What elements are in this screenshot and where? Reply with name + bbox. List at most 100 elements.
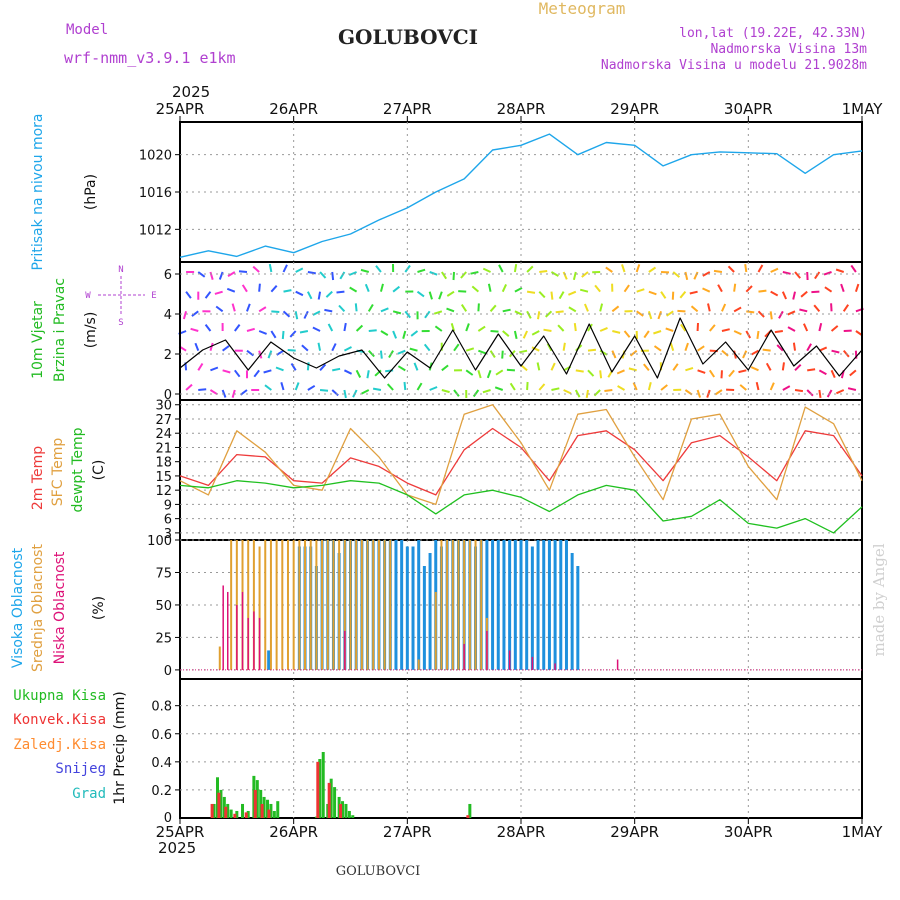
wind-arrow — [647, 311, 653, 320]
wind-arrow — [190, 327, 199, 332]
compass-s: S — [118, 318, 123, 328]
wind-arrow — [423, 343, 431, 352]
wind-arrow — [267, 350, 273, 359]
wind-ytick-label: 6 — [164, 268, 172, 283]
wind-arrow — [587, 323, 593, 332]
wind-arrow — [579, 288, 589, 293]
wind-arrow — [750, 366, 759, 372]
wind-arrow — [721, 349, 729, 357]
wind-arrow — [539, 270, 548, 273]
wind-arrow — [636, 310, 644, 317]
wind-arrow — [847, 387, 857, 391]
wind-arrow — [513, 263, 518, 273]
wind-arrow — [450, 323, 455, 332]
wind-arrow — [757, 310, 765, 318]
wind-arrow — [380, 330, 389, 336]
wind-arrow — [506, 368, 515, 372]
compass-w: W — [85, 291, 91, 301]
wind-arrow — [575, 369, 584, 373]
legend-konvek: Konvek.Kisa — [13, 712, 106, 728]
wind-arrow — [666, 310, 674, 317]
wind-arrow — [531, 346, 540, 352]
wind-arrow — [490, 330, 499, 333]
wind-arrow — [289, 330, 297, 338]
wind-arrow — [562, 342, 566, 351]
temperature-ytick-label: 24 — [155, 427, 172, 442]
wind-arrow — [721, 303, 727, 312]
temperature-ytick-label: 30 — [155, 399, 172, 414]
wind-arrow — [471, 285, 480, 293]
wind-arrow — [452, 271, 456, 281]
wind-arrow — [792, 291, 796, 300]
wind-arrow — [429, 271, 438, 276]
wind-arrow — [782, 385, 791, 391]
wind-arrow — [392, 310, 402, 315]
wind-arrow — [374, 369, 382, 377]
wind-arrow — [744, 263, 748, 273]
wind-arrow — [824, 286, 833, 293]
wind-arrow — [482, 389, 491, 394]
wind-arrow — [204, 291, 212, 299]
wind-arrow — [191, 310, 199, 317]
pressure-ytick-label: 1012 — [139, 223, 172, 238]
wind-arrow — [324, 308, 333, 313]
wind-arrow — [312, 310, 321, 316]
wind-arrow — [246, 349, 255, 357]
wind-arrow — [441, 364, 449, 372]
wind-arrow — [198, 388, 207, 391]
temperature-ytick-label: 3 — [164, 527, 172, 542]
precip-frame — [179, 678, 863, 819]
temperature-ytick-label: 12 — [155, 484, 172, 499]
wind-arrow — [787, 310, 796, 316]
wind-arrow — [458, 290, 467, 293]
wind-arrow — [307, 384, 316, 391]
wind-arrow — [460, 304, 468, 312]
wind-arrow — [758, 289, 767, 293]
wind-arrow — [842, 304, 850, 312]
wind-arrow — [818, 322, 823, 332]
wind-arrow — [776, 344, 784, 352]
wind-arrow — [241, 284, 248, 293]
wind-arrow — [413, 362, 419, 371]
wind-arrow — [460, 271, 467, 279]
wind-arrow — [672, 271, 681, 278]
wind-arrow — [295, 290, 304, 297]
wind-arrow — [343, 322, 347, 332]
wind-arrow — [349, 286, 358, 293]
wind-arrow — [428, 291, 433, 300]
wind-arrow — [794, 389, 804, 393]
wind-arrow — [526, 290, 536, 294]
wind-arrow — [433, 310, 443, 315]
bottom-date-label: 26APR — [269, 823, 318, 841]
wind-arrow — [616, 369, 625, 375]
wind-arrow — [209, 271, 214, 280]
wind-arrow — [558, 291, 565, 300]
temperature-ytick-label: 9 — [164, 498, 172, 513]
wind-arrow — [717, 284, 723, 293]
station-elevation: Nadmorska Visina 13m — [710, 42, 867, 57]
wind-arrow — [185, 291, 192, 299]
top-date-axis: 25APR 26APR 27APR 28APR 29APR 30APR 1MAY — [156, 100, 883, 122]
top-date-label: 28APR — [497, 100, 546, 118]
top-date-label: 29APR — [610, 100, 659, 118]
wind-arrow — [258, 306, 267, 313]
wind-arrow — [850, 264, 857, 273]
wind-arrow — [234, 324, 241, 332]
wind-arrow — [587, 348, 597, 352]
wind-arrow — [568, 290, 577, 296]
wind-arrow — [270, 285, 278, 293]
pressure-panel: 1012 1016 1020 — [139, 121, 863, 263]
wind-arrow — [697, 345, 705, 352]
wind-arrow — [238, 270, 248, 273]
wind-arrow — [751, 349, 759, 356]
wind-ytick-label: 0 — [164, 388, 172, 403]
wind-arrow — [745, 285, 753, 293]
cloud-unit: (%) — [91, 596, 107, 620]
compass-icon: N S W E — [85, 265, 156, 328]
wind-arrow — [379, 283, 384, 292]
wind-arrow — [453, 389, 460, 397]
wind-arrow — [294, 311, 299, 320]
wind-arrow — [581, 271, 589, 278]
wind-arrow — [538, 290, 546, 299]
wind-arrow — [756, 330, 760, 340]
